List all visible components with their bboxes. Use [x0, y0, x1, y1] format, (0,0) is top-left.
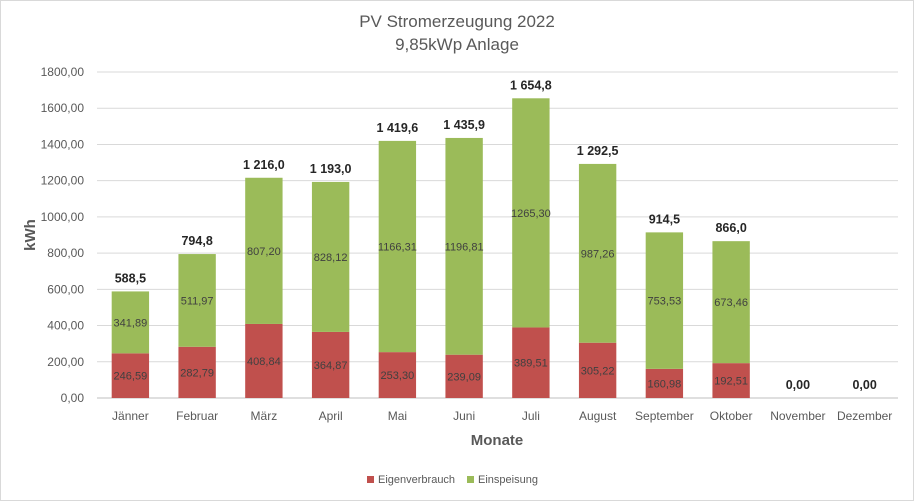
segment-value-label: 408,84: [247, 356, 281, 368]
bar-segment-einspeisung: [578, 163, 617, 343]
bar-segment-eigenverbrauch: [311, 331, 350, 398]
bar-segment-eigenverbrauch: [111, 353, 150, 398]
gridlines: [97, 71, 898, 399]
total-value-label: 914,5: [649, 212, 680, 226]
legend-label: Einspeisung: [478, 474, 538, 486]
x-tick-label: November: [770, 409, 825, 423]
segment-value-label: 987,26: [581, 248, 615, 260]
total-value-label: 1 654,8: [510, 78, 552, 92]
total-value-label: 1 292,5: [577, 144, 619, 158]
bar-segment-einspeisung: [178, 254, 216, 347]
x-axis-title: Monate: [471, 432, 524, 449]
x-axis-ticks: Jänner Februar März April Mai Juni Juli August S…: [112, 409, 892, 423]
bar-segment-einspeisung: [245, 177, 283, 324]
segment-value-label: 246,59: [114, 371, 148, 383]
legend-swatch: [467, 476, 474, 483]
total-value-label: 1 193,0: [310, 162, 352, 176]
segment-value-label: 305,22: [581, 365, 615, 377]
segment-value-label: 673,46: [714, 297, 748, 309]
chart-subtitle: 9,85kWp Anlage: [395, 35, 519, 54]
total-value-label: 588,5: [115, 271, 146, 285]
bar-segment-eigenverbrauch: [245, 323, 283, 398]
bar-segment-eigenverbrauch: [512, 327, 550, 398]
y-tick-label: 1200,00: [41, 174, 85, 188]
segment-value-label: 753,53: [648, 296, 682, 308]
segment-value-label: 828,12: [314, 252, 348, 264]
x-tick-label: Juni: [453, 409, 475, 423]
y-tick-label: 0,00: [61, 391, 85, 405]
bar-segment-eigenverbrauch: [378, 352, 417, 398]
y-tick-label: 1600,00: [41, 101, 85, 115]
total-value-label: 794,8: [181, 234, 212, 248]
bar-segment-einspeisung: [712, 241, 750, 364]
segment-value-label: 1166,31: [378, 242, 417, 254]
y-tick-label: 1400,00: [41, 137, 85, 151]
y-axis-ticks: 0,00 200,00 400,00 600,00 800,00 1000,00 1200,…: [41, 65, 85, 405]
x-tick-label: August: [579, 409, 617, 423]
bar-segment-eigenverbrauch: [645, 368, 684, 398]
y-tick-label: 600,00: [47, 282, 84, 296]
segment-value-label: 253,30: [381, 370, 415, 382]
total-value-label: 866,0: [715, 221, 746, 235]
bar-segment-eigenverbrauch: [578, 342, 617, 398]
bar-segment-eigenverbrauch: [445, 354, 483, 398]
total-value-label: 1 435,9: [443, 118, 485, 132]
y-tick-label: 1800,00: [41, 65, 85, 79]
segment-value-label: 807,20: [247, 246, 281, 258]
legend: Eigenverbrauch Einspeisung: [367, 474, 538, 486]
bar-segment-einspeisung: [311, 181, 350, 332]
bar-segment-einspeisung: [645, 232, 684, 369]
x-tick-label: Februar: [176, 409, 218, 423]
y-tick-label: 800,00: [47, 246, 84, 260]
segment-value-label: 282,79: [180, 367, 214, 379]
bar-segment-eigenverbrauch: [712, 363, 750, 398]
segment-value-label: 1196,81: [445, 241, 484, 253]
bars: 246,59 341,89 588,5 282,79 511,97 794,8 408,84…: [111, 78, 877, 398]
x-tick-label: Jänner: [112, 409, 149, 423]
x-tick-label: September: [635, 409, 694, 423]
x-tick-label: Juli: [522, 409, 540, 423]
x-tick-label: Oktober: [710, 409, 753, 423]
y-axis-title: kWh: [22, 219, 39, 251]
bar-segment-einspeisung: [445, 137, 483, 355]
x-tick-label: März: [251, 409, 278, 423]
total-value-label: 1 216,0: [243, 158, 285, 172]
x-tick-label: Mai: [388, 409, 407, 423]
bar-segment-einspeisung: [111, 291, 150, 354]
chart-title: PV Stromerzeugung 2022: [359, 12, 555, 31]
segment-value-label: 1265,30: [511, 208, 551, 220]
y-tick-label: 1000,00: [41, 210, 85, 224]
segment-value-label: 511,97: [181, 295, 214, 307]
y-tick-label: 200,00: [47, 355, 84, 369]
legend-swatch: [367, 476, 374, 483]
legend-label: Eigenverbrauch: [378, 474, 455, 486]
segment-value-label: 341,89: [114, 317, 148, 329]
segment-value-label: 160,98: [648, 378, 682, 390]
segment-value-label: 364,87: [314, 360, 348, 372]
bar-segment-einspeisung: [512, 98, 550, 328]
bar-segment-einspeisung: [378, 140, 417, 353]
total-value-label: 0,00: [786, 378, 810, 392]
total-value-label: 1 419,6: [377, 121, 419, 135]
segment-value-label: 239,09: [447, 371, 481, 383]
total-value-label: 0,00: [852, 378, 876, 392]
bar-segment-eigenverbrauch: [178, 346, 216, 398]
x-tick-label: Dezember: [837, 409, 892, 423]
y-tick-label: 400,00: [47, 319, 84, 333]
x-tick-label: April: [319, 409, 343, 423]
segment-value-label: 192,51: [714, 376, 748, 388]
segment-value-label: 389,51: [514, 358, 548, 370]
